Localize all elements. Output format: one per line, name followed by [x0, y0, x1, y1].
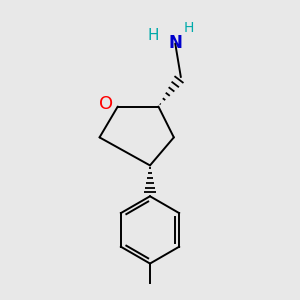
- Text: N: N: [168, 34, 182, 52]
- Text: H: H: [147, 28, 159, 43]
- Text: H: H: [184, 21, 194, 35]
- Text: O: O: [99, 95, 113, 113]
